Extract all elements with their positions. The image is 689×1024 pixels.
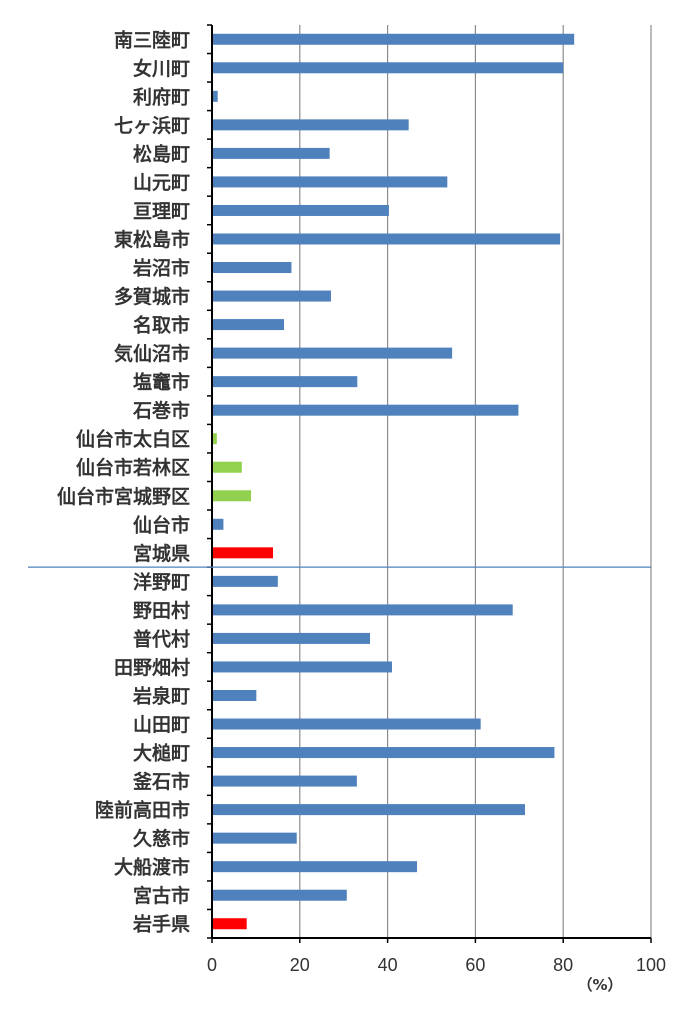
- bar-七ヶ浜町: [212, 119, 409, 131]
- category-label: 亘理町: [133, 200, 190, 222]
- x-tick-label: 20: [290, 955, 310, 975]
- bar-松島町: [212, 147, 330, 159]
- category-label: 普代村: [133, 627, 190, 650]
- category-label: 陸前高田市: [95, 799, 190, 822]
- bar-塩竈市: [212, 376, 358, 388]
- bar-宮古市: [212, 889, 347, 901]
- bar-亘理町: [212, 204, 389, 216]
- category-label: 山田町: [133, 714, 190, 736]
- category-label: 石巻市: [132, 399, 190, 422]
- category-label: 洋野町: [133, 570, 190, 593]
- category-label: 岩手県: [132, 913, 190, 936]
- category-label: 大船渡市: [114, 856, 190, 879]
- category-label: 岩泉町: [132, 684, 190, 707]
- bar-陸前高田市: [212, 804, 526, 816]
- category-label: 東松島市: [114, 228, 190, 251]
- axes: [207, 24, 652, 943]
- bar-岩手県: [212, 918, 247, 930]
- category-label: 南三陸町: [114, 28, 190, 51]
- x-tick-label: 0: [207, 955, 217, 975]
- bar-仙台市若林区: [212, 461, 242, 473]
- bars: [212, 33, 575, 930]
- bar-山田町: [212, 718, 481, 730]
- category-label: 塩竈市: [133, 371, 190, 394]
- category-label: 利府町: [133, 85, 190, 108]
- category-label: 宮城県: [133, 542, 190, 565]
- category-label: 田野畑村: [114, 656, 190, 679]
- category-label: 仙台市若林区: [76, 456, 190, 479]
- gridlines: [299, 25, 652, 938]
- category-label: 名取市: [133, 314, 190, 337]
- category-label: 松島町: [133, 142, 190, 165]
- x-tick-label: 60: [465, 955, 485, 975]
- tick-labels: 0 20 40 60 80 100: [207, 955, 666, 975]
- bar-仙台市: [212, 518, 224, 530]
- bar-釜石市: [212, 775, 357, 787]
- x-tick-label: 80: [553, 955, 573, 975]
- bar-石巻市: [212, 404, 519, 416]
- bar-女川町: [212, 62, 564, 74]
- category-label: 仙台市太白区: [76, 428, 190, 451]
- bar-大槌町: [212, 747, 555, 759]
- bar-久慈市: [212, 832, 297, 844]
- bar-宮城県: [212, 547, 274, 559]
- bar-東松島市: [212, 233, 561, 245]
- bar-山元町: [212, 176, 448, 188]
- x-tick-label: 100: [636, 955, 666, 975]
- category-label: 宮古市: [133, 884, 190, 907]
- bar-田野畑村: [212, 661, 392, 673]
- category-label: 七ヶ浜町: [114, 115, 190, 137]
- category-label: 久慈市: [133, 827, 190, 850]
- category-label: 岩沼市: [132, 257, 190, 280]
- x-tick-label: 40: [378, 955, 398, 975]
- category-label: 山元町: [133, 172, 190, 194]
- bar-南三陸町: [212, 33, 575, 45]
- category-label: 気仙沼市: [114, 342, 190, 365]
- bar-野田村: [212, 604, 513, 616]
- bar-普代村: [212, 632, 371, 644]
- bar-利府町: [212, 90, 218, 102]
- category-label: 野田村: [133, 599, 190, 622]
- bar-岩沼市: [212, 262, 292, 274]
- x-axis-unit-label: （%）: [577, 976, 622, 994]
- bar-大船渡市: [212, 861, 418, 873]
- category-label: 大槌町: [133, 742, 190, 765]
- bar-仙台市宮城野区: [212, 490, 252, 502]
- bar-岩泉町: [212, 689, 257, 701]
- category-label: 女川町: [133, 57, 190, 80]
- category-label: 釜石市: [132, 770, 190, 793]
- bar-気仙沼市: [212, 347, 453, 359]
- category-label: 多賀城市: [114, 285, 190, 308]
- bar-名取市: [212, 319, 284, 331]
- bar-多賀城市: [212, 290, 331, 302]
- bar-洋野町: [212, 575, 278, 587]
- category-label: 仙台市: [133, 513, 190, 536]
- category-label: 仙台市宮城野区: [57, 485, 190, 508]
- bar-仙台市太白区: [212, 433, 217, 445]
- category-labels: 南三陸町女川町利府町七ヶ浜町松島町山元町亘理町東松島市岩沼市多賀城市名取市気仙沼…: [57, 28, 190, 935]
